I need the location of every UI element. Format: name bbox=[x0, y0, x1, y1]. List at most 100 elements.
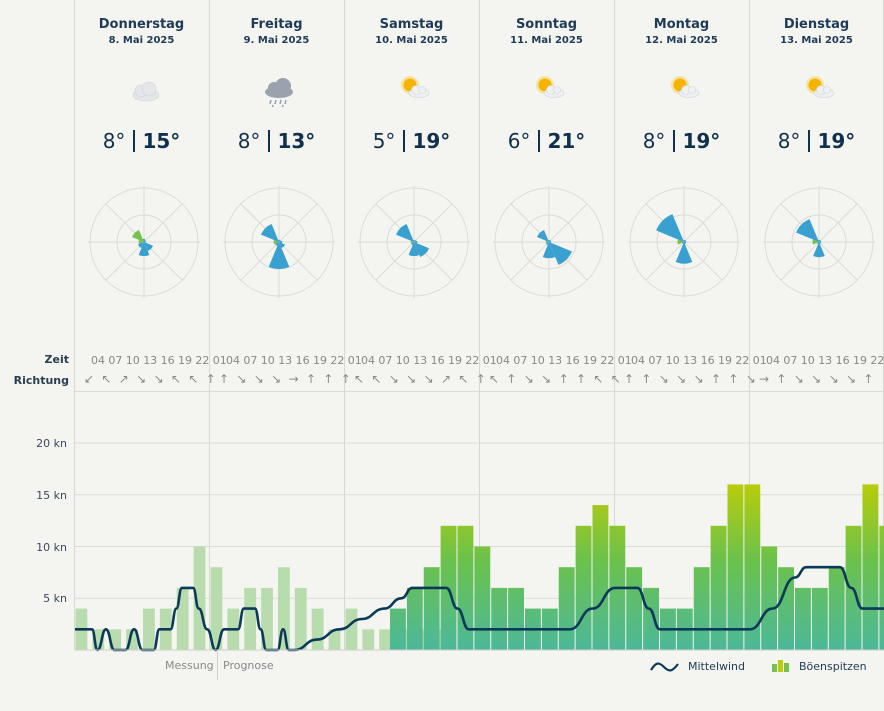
wind-rose-petal bbox=[812, 239, 819, 245]
temp-min: 8° bbox=[642, 129, 666, 153]
day-name: Dienstag bbox=[783, 17, 850, 32]
wind-rose-petal bbox=[278, 239, 280, 242]
wind-rose-petal bbox=[138, 242, 150, 257]
hour-label: 10 bbox=[395, 354, 410, 367]
hour-label: 16 bbox=[565, 354, 580, 367]
hour-label: 01 bbox=[617, 354, 632, 367]
forecast-gust-bar bbox=[744, 484, 761, 650]
direction-arrow-icon: ↑ bbox=[558, 372, 569, 386]
hour-label: 19 bbox=[853, 354, 867, 367]
forecast-gust-bar bbox=[508, 587, 524, 650]
wind-rose-petal bbox=[537, 230, 549, 242]
direction-arrow-icon: ↖ bbox=[188, 372, 199, 386]
wind-rose-petal bbox=[144, 240, 146, 242]
wind-rose-petal bbox=[796, 219, 819, 242]
mean-wind-legend-icon bbox=[650, 662, 679, 672]
temp-max: 19° bbox=[412, 129, 451, 153]
hour-label: 10 bbox=[530, 354, 545, 367]
direction-arrow-icon: ↘ bbox=[523, 372, 534, 386]
wind-rose-petal bbox=[549, 241, 552, 243]
hour-label: 22 bbox=[330, 354, 345, 367]
wind-rose-petal bbox=[138, 239, 144, 245]
wind-rose-petal bbox=[408, 242, 420, 257]
wind-rose bbox=[88, 186, 200, 298]
temp-min: 8° bbox=[777, 129, 801, 153]
direction-arrow-icon: → bbox=[758, 372, 770, 386]
hour-label: 10 bbox=[260, 354, 275, 367]
mean-wind-legend: Mittelwind bbox=[688, 660, 746, 673]
direction-arrow-icon: ↖ bbox=[488, 372, 500, 386]
direction-arrow-icon: ↑ bbox=[340, 372, 351, 386]
day-name: Freitag bbox=[250, 17, 303, 32]
direction-arrow-icon: ↘ bbox=[811, 372, 822, 386]
forecast-label: Prognose bbox=[223, 659, 274, 672]
direction-arrow-icon: ↖ bbox=[371, 372, 382, 386]
forecast-gust-bar bbox=[626, 567, 643, 650]
wind-rose-petal bbox=[813, 242, 825, 258]
forecast-gust-bar bbox=[778, 567, 794, 650]
time-row-label: Zeit bbox=[44, 353, 69, 366]
hour-label: 07 bbox=[513, 354, 528, 367]
day-separator bbox=[209, 0, 210, 650]
day-date: 13. Mai 2025 bbox=[780, 35, 853, 46]
temp-max: 21° bbox=[547, 129, 586, 153]
gusts-legend-icon bbox=[772, 660, 789, 672]
y-tick-label: 20 kn bbox=[36, 437, 67, 450]
direction-arrow-icon: ↘ bbox=[236, 372, 247, 386]
hour-label: 10 bbox=[125, 354, 140, 367]
measured-gust-bar bbox=[109, 629, 122, 650]
chart-top-border bbox=[75, 391, 884, 392]
wind-rose-petal bbox=[545, 240, 549, 244]
wind-rose bbox=[763, 186, 875, 298]
hour-label: 10 bbox=[665, 354, 680, 367]
hour-label: 13 bbox=[818, 354, 833, 367]
measured-gust-bar bbox=[210, 567, 223, 650]
wind-rose-petal bbox=[279, 240, 281, 242]
y-tick-label: 10 kn bbox=[36, 541, 67, 554]
hour-label: 22 bbox=[735, 354, 750, 367]
day-date: 9. Mai 2025 bbox=[243, 35, 310, 46]
measured-gust-bar bbox=[379, 629, 392, 650]
hour-label: 19 bbox=[178, 354, 192, 367]
forecast-gust-bar bbox=[491, 587, 508, 650]
hour-label: 01 bbox=[482, 354, 497, 367]
direction-arrow-icon: ↑ bbox=[623, 372, 635, 386]
forecast-gust-bar bbox=[406, 587, 423, 650]
forecast-gust-bar bbox=[423, 567, 440, 650]
wind-rose-petal bbox=[411, 242, 414, 245]
measured-gust-bar bbox=[261, 587, 273, 650]
hour-label: 04 bbox=[631, 354, 645, 367]
direction-arrow-icon: ↘ bbox=[745, 372, 756, 386]
wind-rose-petal bbox=[683, 239, 685, 242]
wind-rose bbox=[358, 186, 470, 298]
hour-label: 22 bbox=[600, 354, 615, 367]
day-separator bbox=[614, 0, 615, 650]
hour-label: 19 bbox=[448, 354, 462, 367]
cloud-icon bbox=[124, 70, 164, 110]
day-date: 10. Mai 2025 bbox=[375, 35, 448, 46]
temperature-range: 6° 21° bbox=[479, 129, 614, 153]
hour-label: 13 bbox=[143, 354, 158, 367]
direction-arrow-icon: → bbox=[288, 372, 299, 386]
gusts-legend: Böenspitzen bbox=[799, 660, 867, 673]
direction-arrow-icon: ↗ bbox=[440, 372, 452, 386]
direction-arrow-icon: ↑ bbox=[205, 372, 216, 386]
mean-wind-line bbox=[75, 565, 884, 652]
wind-chart bbox=[75, 442, 884, 652]
direction-arrow-icon: ↙ bbox=[83, 372, 95, 386]
hour-label: 16 bbox=[295, 354, 310, 367]
direction-arrow-icon: ↑ bbox=[218, 372, 230, 386]
direction-arrow-icon: ↘ bbox=[676, 372, 687, 386]
hour-label: 01 bbox=[752, 354, 767, 367]
direction-arrow-icon: ↖ bbox=[101, 372, 112, 386]
sun-cloud-icon bbox=[394, 70, 434, 110]
hour-label: 04 bbox=[496, 354, 510, 367]
wind-rose bbox=[628, 186, 740, 298]
temp-min: 6° bbox=[507, 129, 531, 153]
rain-cloud-icon bbox=[259, 70, 299, 110]
wind-rose-petal bbox=[273, 239, 279, 245]
forecast-gust-bar bbox=[879, 525, 884, 650]
y-tick-label: 5 kn bbox=[43, 592, 67, 605]
direction-arrow-icon: ↑ bbox=[475, 372, 486, 386]
hour-label: 07 bbox=[783, 354, 798, 367]
